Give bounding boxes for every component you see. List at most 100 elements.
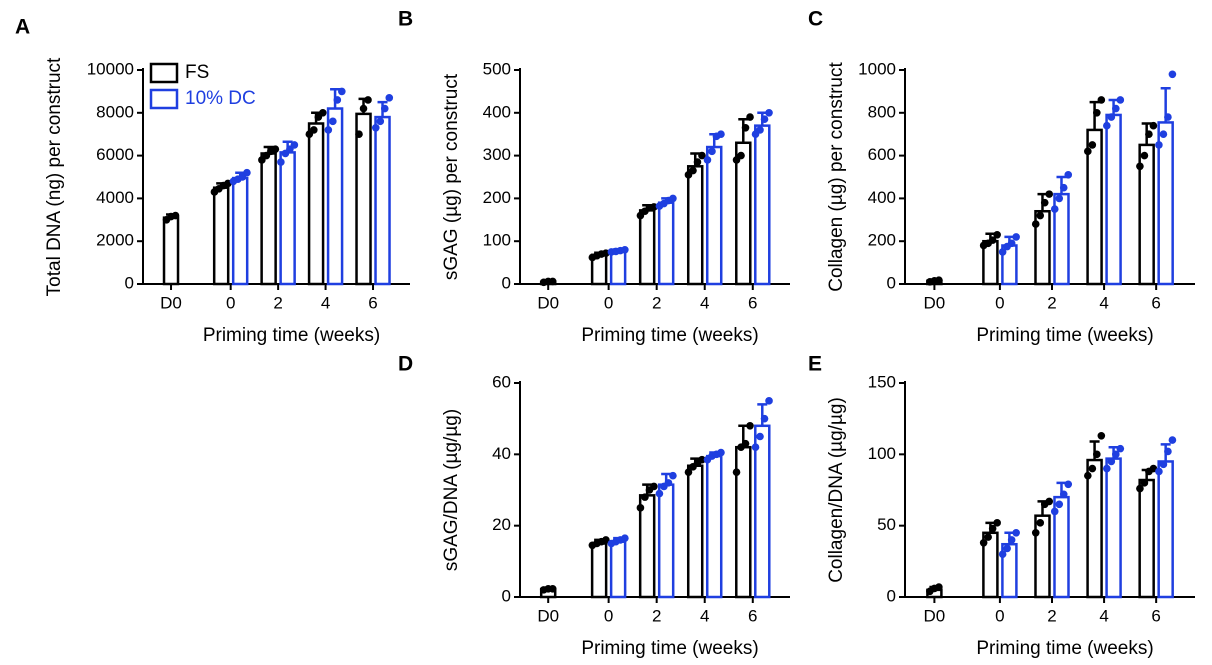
y-tick-label: 150 [868, 372, 896, 391]
y-axis-label: Collagen/DNA (µg/µg) [826, 397, 847, 583]
data-point [765, 109, 773, 117]
x-tick-label: D0 [537, 606, 559, 625]
data-point [1155, 467, 1163, 476]
data-point [741, 439, 750, 448]
y-tick-label: 300 [483, 145, 511, 164]
y-tick-label: 60 [492, 372, 511, 391]
legend-swatch [149, 88, 179, 110]
data-point [1159, 130, 1168, 138]
y-tick-label: 400 [868, 188, 896, 207]
data-point [385, 94, 394, 102]
data-point [1045, 497, 1054, 506]
x-tick-label: 6 [368, 293, 377, 312]
x-tick-label: 2 [273, 293, 282, 312]
bar [355, 112, 372, 286]
data-point [1059, 490, 1068, 499]
x-tick-label: 0 [995, 293, 1004, 312]
data-point [993, 519, 1001, 527]
y-tick-label: 10000 [87, 59, 134, 78]
data-point [602, 536, 610, 544]
data-point [1097, 96, 1106, 104]
x-tick-label: D0 [924, 606, 946, 625]
x-tick-label: 6 [1151, 293, 1160, 312]
data-point [641, 493, 649, 501]
legend-label: 10% DC [185, 88, 256, 109]
x-axis-label: Priming time (weeks) [581, 325, 758, 346]
x-tick-label: 4 [700, 606, 709, 625]
error-bar [1089, 100, 1100, 130]
y-tick-label: 100 [868, 444, 896, 463]
panel-label: E [808, 353, 822, 376]
data-point [1103, 464, 1111, 473]
data-point [1088, 464, 1097, 473]
data-point [243, 168, 251, 177]
y-tick-label: 0 [887, 586, 896, 605]
data-point [669, 471, 677, 480]
data-point [655, 489, 664, 498]
y-tick-label: 500 [483, 59, 511, 78]
legend-swatch [149, 62, 179, 84]
data-point [693, 158, 702, 166]
x-tick-label: 4 [321, 293, 330, 312]
y-tick-label: 800 [868, 102, 896, 121]
x-tick-label: 2 [652, 606, 661, 625]
data-point [1136, 162, 1144, 171]
y-tick-label: 0 [502, 273, 511, 292]
data-point [993, 230, 1001, 239]
bar [754, 124, 771, 286]
data-point [984, 533, 992, 541]
x-tick-label: D0 [924, 293, 946, 312]
data-point [1136, 484, 1144, 493]
bar [1034, 514, 1051, 599]
data-point [1045, 190, 1054, 198]
data-point [636, 504, 645, 512]
data-point [1088, 141, 1097, 149]
y-tick-label: 50 [877, 515, 896, 534]
data-point [756, 126, 764, 134]
data-point [998, 248, 1007, 256]
data-point [338, 87, 346, 96]
data-point [1055, 500, 1064, 509]
data-point [1012, 529, 1020, 537]
data-point [935, 276, 943, 284]
panel-label: D [398, 353, 413, 376]
x-tick-label: 0 [604, 293, 613, 312]
data-point [364, 96, 372, 104]
bar [1105, 457, 1122, 599]
data-point [171, 211, 180, 220]
data-point [329, 117, 337, 126]
data-point [333, 96, 342, 104]
data-point [1164, 447, 1172, 456]
legend-label: FS [185, 62, 209, 83]
bar [735, 141, 752, 286]
x-tick-label: 0 [995, 606, 1004, 625]
data-point [746, 422, 754, 430]
data-point [1040, 198, 1049, 207]
data-point [760, 115, 769, 124]
data-point [1036, 519, 1045, 527]
y-tick-label: 600 [868, 145, 896, 164]
data-point [1059, 183, 1068, 192]
bar [686, 464, 704, 599]
data-point [751, 443, 760, 452]
data-point [1055, 194, 1064, 203]
x-axis-label: Priming time (weeks) [976, 325, 1153, 346]
x-tick-label: 0 [604, 606, 613, 625]
data-point [741, 123, 750, 132]
data-point [1103, 121, 1111, 130]
bar [1086, 458, 1103, 599]
data-point [684, 468, 693, 476]
data-point [998, 550, 1007, 558]
error-bar [757, 403, 768, 426]
bar [754, 424, 771, 599]
y-axis-label: Total DNA (ng) per construct [44, 57, 65, 296]
data-point [621, 534, 629, 542]
data-point [310, 126, 318, 134]
x-tick-label: 4 [1099, 293, 1108, 312]
y-axis-label: sGAG (µg) per construct [441, 73, 462, 280]
data-point [290, 141, 299, 149]
data-point [1064, 171, 1073, 179]
bar [162, 216, 180, 286]
data-point [1168, 70, 1177, 79]
data-point [1012, 233, 1020, 241]
